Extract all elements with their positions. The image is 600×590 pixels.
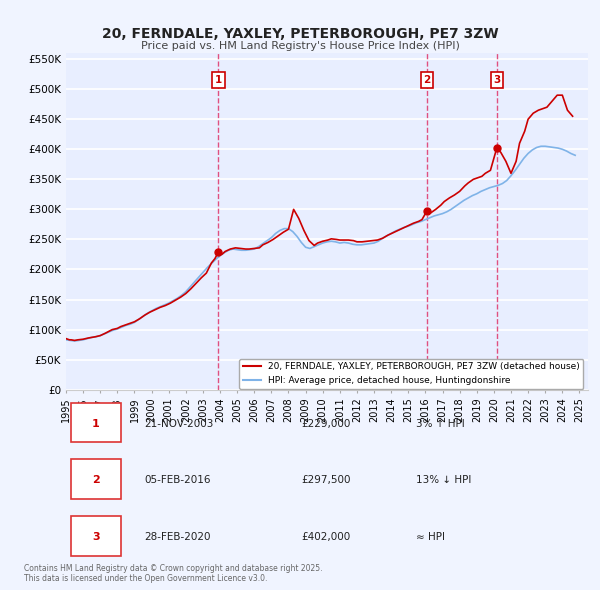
Text: ≈ HPI: ≈ HPI bbox=[416, 532, 445, 542]
Text: Contains HM Land Registry data © Crown copyright and database right 2025.
This d: Contains HM Land Registry data © Crown c… bbox=[24, 563, 323, 583]
Text: 05-FEB-2016: 05-FEB-2016 bbox=[145, 475, 211, 485]
Legend: 20, FERNDALE, YAXLEY, PETERBOROUGH, PE7 3ZW (detached house), HPI: Average price: 20, FERNDALE, YAXLEY, PETERBOROUGH, PE7 … bbox=[239, 359, 583, 389]
Text: 2: 2 bbox=[424, 75, 431, 85]
Text: 21-NOV-2003: 21-NOV-2003 bbox=[145, 419, 214, 428]
FancyBboxPatch shape bbox=[71, 403, 121, 442]
Text: 3: 3 bbox=[92, 532, 100, 542]
Text: 3: 3 bbox=[493, 75, 500, 85]
Text: 28-FEB-2020: 28-FEB-2020 bbox=[145, 532, 211, 542]
Text: 1: 1 bbox=[92, 419, 100, 428]
Text: 20, FERNDALE, YAXLEY, PETERBOROUGH, PE7 3ZW: 20, FERNDALE, YAXLEY, PETERBOROUGH, PE7 … bbox=[101, 27, 499, 41]
Text: 13% ↓ HPI: 13% ↓ HPI bbox=[416, 475, 471, 485]
Text: Price paid vs. HM Land Registry's House Price Index (HPI): Price paid vs. HM Land Registry's House … bbox=[140, 41, 460, 51]
Text: 1: 1 bbox=[215, 75, 222, 85]
Text: 2: 2 bbox=[92, 475, 100, 485]
FancyBboxPatch shape bbox=[71, 460, 121, 499]
FancyBboxPatch shape bbox=[71, 516, 121, 556]
Text: 3% ↑ HPI: 3% ↑ HPI bbox=[416, 419, 464, 428]
Text: £297,500: £297,500 bbox=[301, 475, 350, 485]
Text: £402,000: £402,000 bbox=[301, 532, 350, 542]
Text: £229,000: £229,000 bbox=[301, 419, 350, 428]
